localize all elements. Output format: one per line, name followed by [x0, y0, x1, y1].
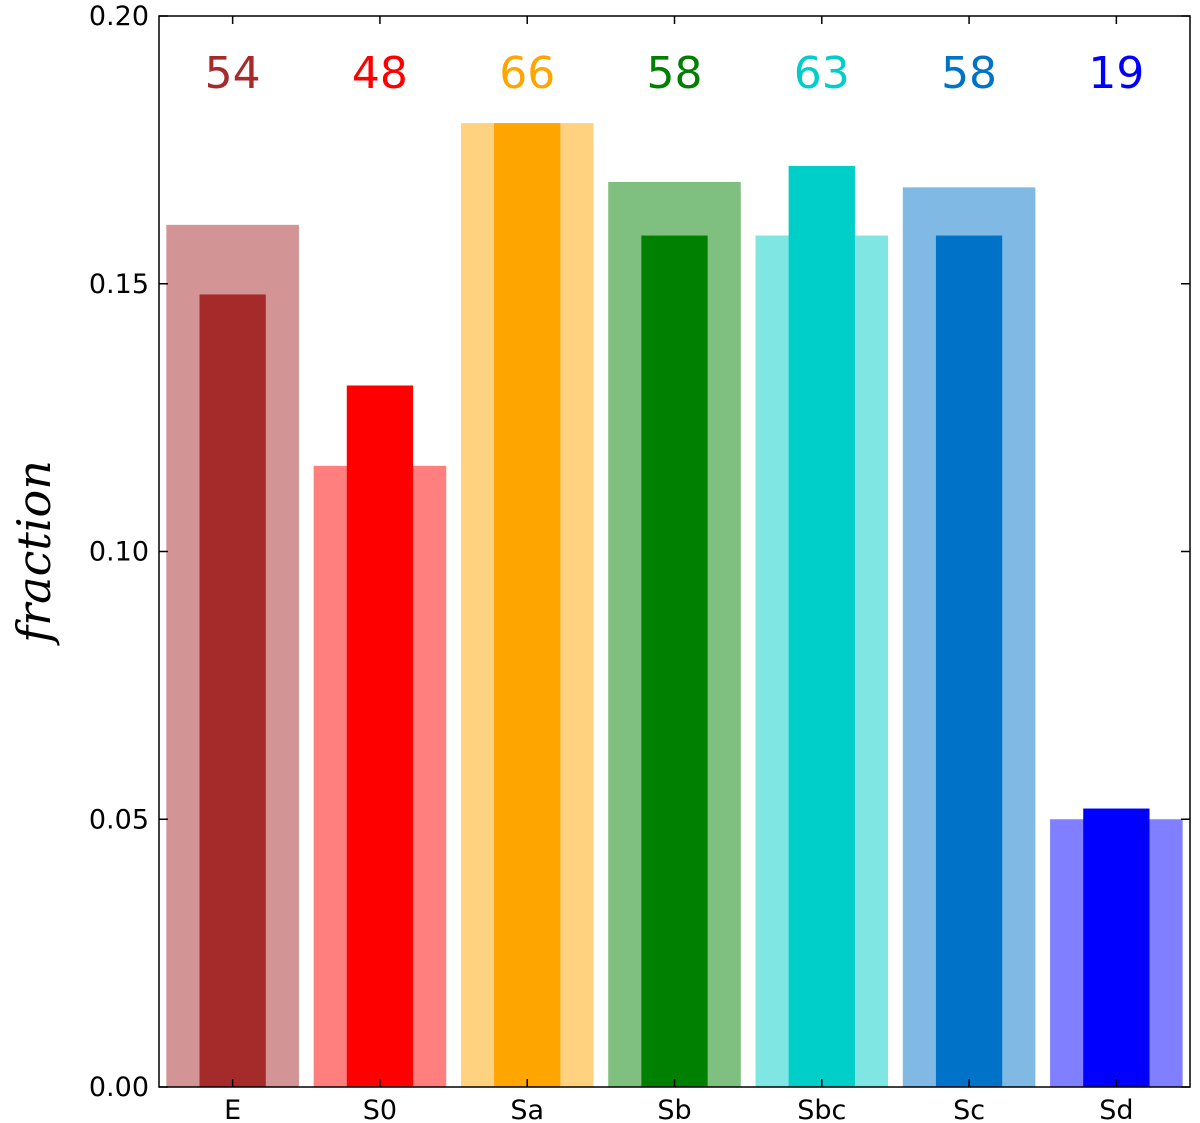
x-tick-label: E [224, 1095, 241, 1123]
y-tick-label: 0.05 [89, 804, 149, 835]
labels-layer: 54 E 48 S0 66 Sa 58 Sb 63 Sbc 58 Sc 19 Sd 0.00 0.05 0.10… [89, 1, 1144, 1123]
count-label: 19 [1088, 48, 1144, 99]
count-label: 58 [941, 48, 997, 99]
count-label: 48 [352, 48, 408, 99]
x-tick-label: Sbc [797, 1095, 846, 1123]
count-label: 54 [205, 48, 261, 99]
bar-narrow-sa [494, 123, 561, 1088]
count-label: 58 [647, 48, 703, 99]
y-axis-label: fraction [7, 460, 61, 646]
x-tick-label: Sc [953, 1095, 985, 1123]
bar-narrow-s0 [346, 385, 414, 1087]
y-tick-label: 0.15 [89, 269, 149, 300]
y-tick-label: 0.10 [89, 537, 149, 568]
bar-narrow-sc [935, 235, 1003, 1087]
x-tick-label: Sd [1099, 1095, 1133, 1123]
x-tick-label: S0 [363, 1095, 397, 1123]
y-tick-label: 0.20 [89, 1, 149, 32]
count-label: 66 [499, 48, 555, 99]
x-tick-label: Sa [510, 1095, 544, 1123]
bar-narrow-sbc [788, 165, 855, 1087]
axes-layer [158, 15, 1191, 1088]
bars-layer [166, 123, 1183, 1088]
plot-frame [158, 15, 1191, 1088]
count-label: 63 [794, 48, 850, 99]
y-tick-label: 0.00 [89, 1072, 149, 1103]
x-tick-label: Sb [657, 1095, 691, 1123]
bar-narrow-e [199, 294, 266, 1088]
bar-narrow-sb [641, 235, 708, 1087]
bar-narrow-sd [1083, 808, 1150, 1087]
